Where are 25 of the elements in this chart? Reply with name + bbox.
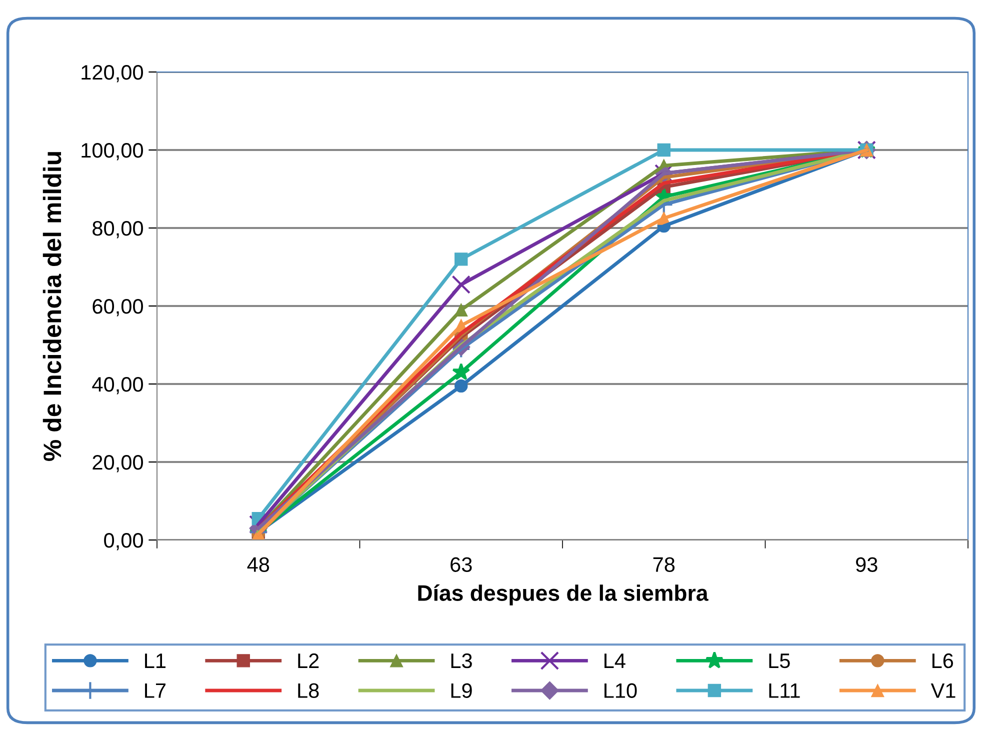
y-tick-label: 0,00	[104, 533, 143, 550]
legend-label: V1	[930, 683, 956, 698]
y-tick-label: 120,00	[82, 65, 143, 82]
y-tick-label: 100,00	[82, 143, 143, 160]
x-tick-label: 63	[450, 557, 472, 572]
legend-label: L9	[451, 683, 472, 698]
legend-label: L3	[451, 653, 472, 668]
y-tick-label: 80,00	[92, 221, 143, 238]
y-tick-label: 20,00	[92, 455, 143, 472]
x-axis-title: Días despues de la siembra	[418, 584, 708, 606]
legend-label: L8	[298, 683, 319, 698]
legend-label: L2	[298, 653, 319, 668]
x-tick-label: 78	[653, 557, 675, 572]
legend-label: L5	[769, 654, 790, 668]
legend-label: L6	[932, 653, 954, 668]
legend-label: L11	[769, 683, 800, 698]
x-tick-label: 48	[247, 557, 270, 572]
y-axis-title: % de Incidencia del mildiu	[42, 152, 62, 461]
x-tick-label: 93	[856, 557, 878, 572]
y-tick-label: 40,00	[92, 377, 143, 394]
legend-label: L1	[145, 654, 166, 668]
y-tick-label: 60,00	[92, 299, 143, 316]
legend-label: L10	[604, 683, 637, 698]
legend-label: L4	[604, 654, 626, 668]
legend-label: L7	[145, 683, 166, 698]
